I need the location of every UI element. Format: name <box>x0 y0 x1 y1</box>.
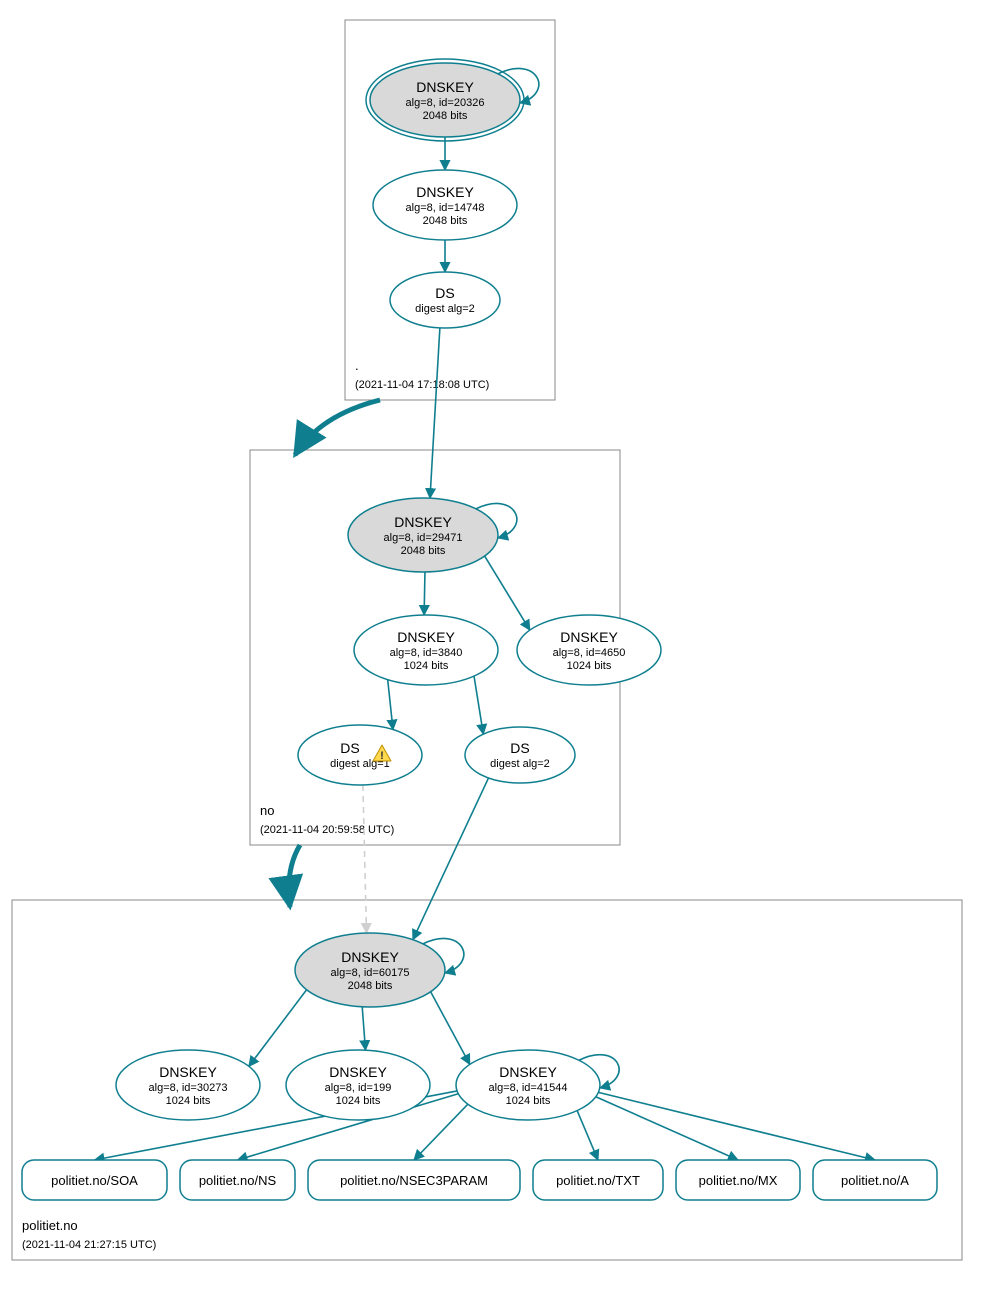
edge <box>430 328 440 498</box>
node-line3-root-zsk: 2048 bits <box>423 215 468 227</box>
rrset-label: politiet.no/TXT <box>556 1173 640 1188</box>
rrset-label: politiet.no/SOA <box>51 1173 138 1188</box>
node-title-pol-zsk1: DNSKEY <box>159 1064 217 1080</box>
zone-label-root: . <box>355 358 359 373</box>
node-line2-no-zsk1: alg=8, id=3840 <box>390 647 463 659</box>
node-line2-no-ksk: alg=8, id=29471 <box>384 532 463 544</box>
edge <box>431 992 470 1065</box>
zone-label-no: no <box>260 803 274 818</box>
edge <box>485 556 530 630</box>
node-line3-root-ksk: 2048 bits <box>423 110 468 122</box>
node-no-ds1 <box>298 725 422 785</box>
zone-delegation-arrow <box>295 400 380 455</box>
node-title-pol-ksk: DNSKEY <box>341 949 399 965</box>
edge <box>424 572 425 615</box>
node-title-no-zsk1: DNSKEY <box>397 629 455 645</box>
rrset-label: politiet.no/A <box>841 1173 909 1188</box>
node-line3-pol-zsk2: 1024 bits <box>336 1095 381 1107</box>
node-line3-pol-zsk3: 1024 bits <box>506 1095 551 1107</box>
node-title-no-ds1: DS <box>340 740 359 756</box>
node-line2-no-zsk2: alg=8, id=4650 <box>553 647 626 659</box>
warning-bang: ! <box>380 750 384 762</box>
node-title-pol-zsk2: DNSKEY <box>329 1064 387 1080</box>
edge <box>362 1007 365 1050</box>
zone-delegation-arrow <box>289 845 300 907</box>
node-title-pol-zsk3: DNSKEY <box>499 1064 557 1080</box>
node-line2-pol-zsk2: alg=8, id=199 <box>325 1082 392 1094</box>
node-title-no-zsk2: DNSKEY <box>560 629 618 645</box>
edge <box>388 680 393 730</box>
node-line3-no-zsk1: 1024 bits <box>404 660 449 672</box>
zone-timestamp-politiet: (2021-11-04 21:27:15 UTC) <box>22 1239 156 1251</box>
node-line3-no-zsk2: 1024 bits <box>567 660 612 672</box>
rrset-label: politiet.no/NSEC3PARAM <box>340 1173 488 1188</box>
node-title-no-ds2: DS <box>510 740 529 756</box>
edge-rrset <box>414 1104 468 1160</box>
zone-timestamp-root: (2021-11-04 17:18:08 UTC) <box>355 379 489 391</box>
node-title-no-ksk: DNSKEY <box>394 514 452 530</box>
node-line3-no-ksk: 2048 bits <box>401 545 446 557</box>
rrset-label: politiet.no/MX <box>699 1173 778 1188</box>
edge <box>363 785 367 933</box>
node-line2-root-ksk: alg=8, id=20326 <box>406 97 485 109</box>
edge-rrset <box>577 1111 598 1160</box>
node-line2-pol-zsk1: alg=8, id=30273 <box>149 1082 228 1094</box>
edge <box>413 778 489 940</box>
rrset-label: politiet.no/NS <box>199 1173 277 1188</box>
node-line2-pol-ksk: alg=8, id=60175 <box>331 967 410 979</box>
node-title-root-ksk: DNSKEY <box>416 79 474 95</box>
node-line2-root-ds: digest alg=2 <box>415 303 475 315</box>
node-title-root-zsk: DNSKEY <box>416 184 474 200</box>
node-line3-pol-ksk: 2048 bits <box>348 980 393 992</box>
node-line2-pol-zsk3: alg=8, id=41544 <box>489 1082 568 1094</box>
node-line2-no-ds2: digest alg=2 <box>490 758 550 770</box>
zone-timestamp-no: (2021-11-04 20:59:58 UTC) <box>260 824 394 836</box>
zone-label-politiet: politiet.no <box>22 1218 78 1233</box>
edge <box>474 676 483 734</box>
node-line3-pol-zsk1: 1024 bits <box>166 1095 211 1107</box>
node-line2-root-zsk: alg=8, id=14748 <box>406 202 485 214</box>
node-title-root-ds: DS <box>435 285 454 301</box>
edge <box>249 990 307 1067</box>
edge-rrset <box>598 1092 875 1160</box>
edge-rrset <box>596 1097 738 1160</box>
